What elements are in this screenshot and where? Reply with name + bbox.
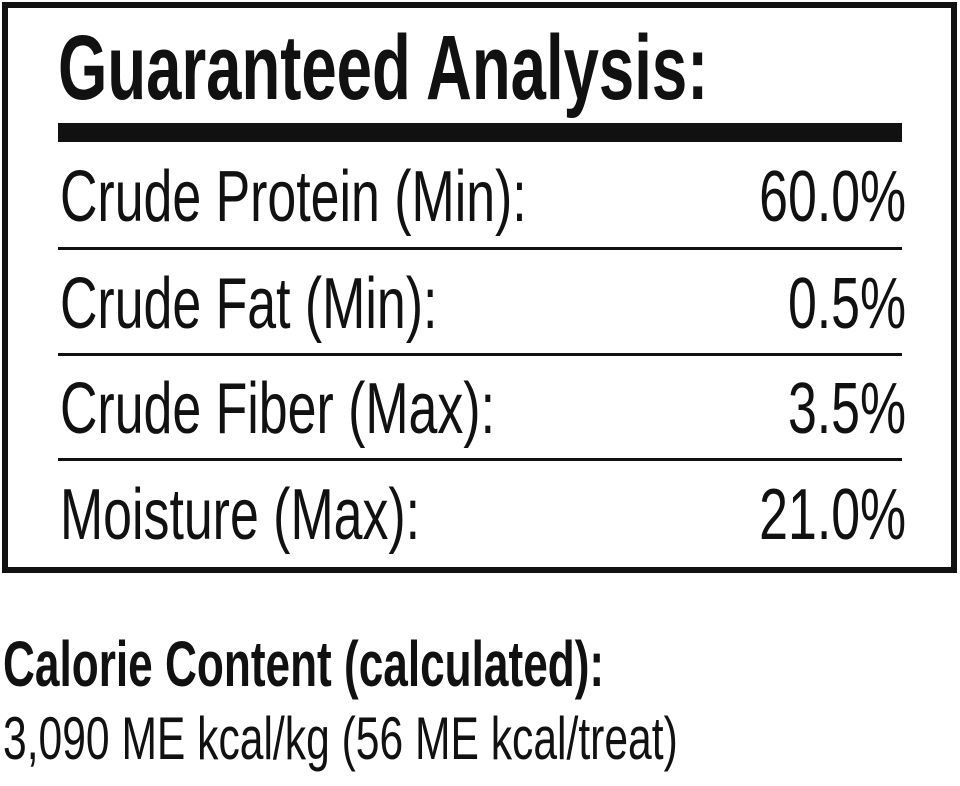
analysis-title-text: Guaranteed Analysis:	[58, 17, 709, 119]
row-divider	[58, 247, 902, 250]
row-value: 0.5%	[787, 264, 906, 344]
calorie-heading-text: Calorie Content (calculated):	[3, 628, 605, 700]
title-divider	[58, 123, 902, 142]
row-label: Crude Fat (Min):	[60, 264, 438, 344]
analysis-title: Guaranteed Analysis:	[58, 18, 960, 118]
calorie-heading: Calorie Content (calculated):	[3, 628, 874, 700]
row-value: 60.0%	[759, 157, 906, 237]
row-value: 3.5%	[787, 369, 906, 449]
analysis-row: Crude Fat (Min): 0.5%	[58, 250, 906, 350]
row-label: Crude Protein (Min):	[60, 157, 527, 237]
calorie-value: 3,090 ME kcal/kg (56 ME kcal/treat)	[3, 704, 953, 774]
calorie-value-text: 3,090 ME kcal/kg (56 ME kcal/treat)	[3, 705, 678, 772]
analysis-row: Crude Protein (Min): 60.0%	[58, 143, 906, 243]
row-divider	[58, 458, 902, 461]
row-value: 21.0%	[759, 475, 906, 555]
analysis-row: Moisture (Max): 21.0%	[58, 461, 906, 561]
row-label: Moisture (Max):	[60, 475, 421, 555]
row-divider	[58, 353, 902, 356]
analysis-row: Crude Fiber (Max): 3.5%	[58, 355, 906, 455]
guaranteed-analysis-box	[2, 2, 957, 573]
row-label: Crude Fiber (Max):	[60, 369, 495, 449]
